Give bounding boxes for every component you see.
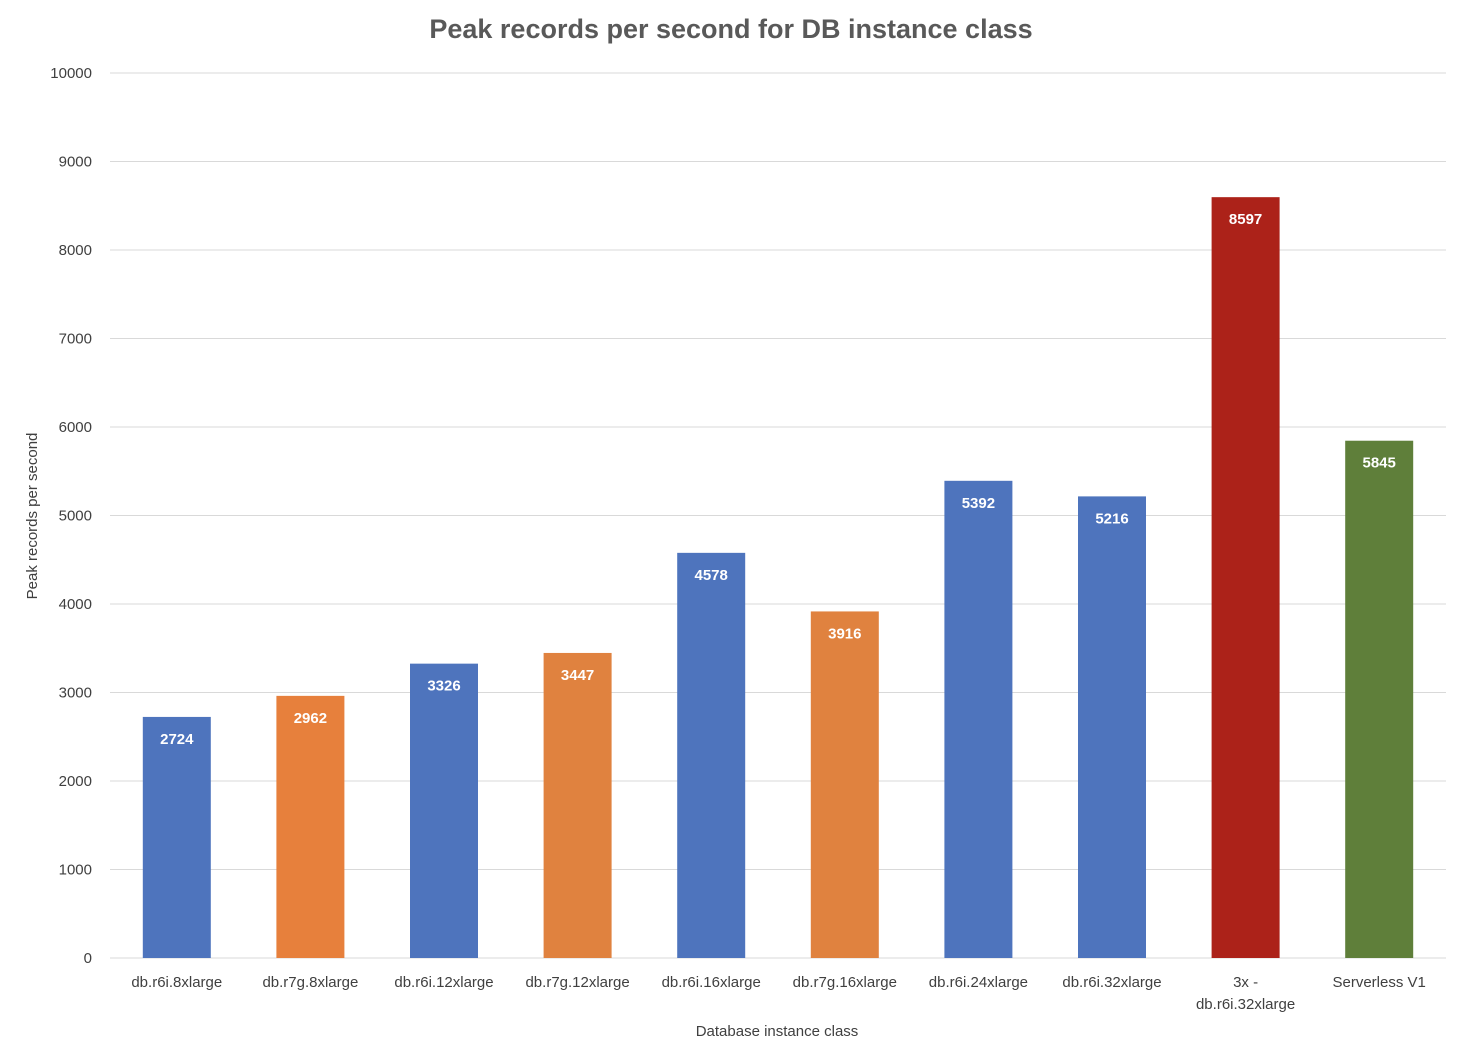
y-tick-label: 3000: [59, 685, 92, 702]
x-tick-label-line: Serverless V1: [1333, 974, 1426, 991]
y-tick-label: 6000: [59, 419, 92, 436]
y-tick-label: 9000: [59, 154, 92, 171]
x-tick-label-line: db.r6i.12xlarge: [394, 974, 493, 991]
bar: [142, 716, 211, 958]
data-label: 5392: [962, 495, 995, 512]
y-tick-label: 10000: [50, 65, 92, 82]
x-tick-label-line: db.r7g.16xlarge: [793, 974, 897, 991]
data-label: 8597: [1229, 211, 1262, 228]
x-tick-label: db.r6i.8xlarge: [131, 974, 222, 991]
data-label: 2962: [294, 710, 327, 727]
y-tick-label: 1000: [59, 862, 92, 879]
data-label: 5845: [1363, 455, 1396, 472]
x-tick-label-line: 3x -: [1233, 974, 1258, 991]
bar: [410, 663, 478, 958]
x-tick-label-line: db.r6i.32xlarge: [1062, 974, 1161, 991]
data-labels: 2724 2962 3326 3447 4578 3916 5392 5216 8597 5845: [160, 211, 1396, 748]
x-axis-title: Database instance class: [696, 1023, 859, 1040]
x-tick-label: db.r7g.12xlarge: [525, 974, 629, 991]
y-tick-label: 2000: [59, 773, 92, 790]
y-axis-title: Peak records per second: [24, 433, 41, 600]
data-label: 3916: [828, 625, 861, 642]
x-tick-label-line: db.r7g.8xlarge: [262, 974, 358, 991]
x-tick-label: db.r7g.16xlarge: [793, 974, 897, 991]
y-axis-ticks: 0 1000 2000 3000 4000 5000 6000 7000 8000 9000 100…: [50, 65, 92, 967]
x-tick-label: db.r6i.12xlarge: [394, 974, 493, 991]
x-tick-label: db.r6i.24xlarge: [929, 974, 1028, 991]
y-tick-label: 5000: [59, 508, 92, 525]
x-tick-label: db.r7g.8xlarge: [262, 974, 358, 991]
bar: [1078, 496, 1146, 958]
x-tick-label-line: db.r6i.16xlarge: [662, 974, 761, 991]
bars: [142, 197, 1414, 958]
bar: [543, 652, 612, 958]
x-tick-label: db.r6i.16xlarge: [662, 974, 761, 991]
bar: [276, 695, 345, 958]
bar: [1211, 197, 1280, 958]
y-tick-label: 8000: [59, 242, 92, 259]
x-tick-label: db.r6i.32xlarge: [1062, 974, 1161, 991]
x-tick-label-line: db.r6i.32xlarge: [1196, 996, 1295, 1013]
x-tick-label: 3x - db.r6i.32xlarge: [1196, 974, 1295, 1013]
chart-title: Peak records per second for DB instance …: [429, 14, 1032, 44]
bar: [677, 552, 746, 958]
x-tick-label: Serverless V1: [1333, 974, 1426, 991]
bar: [810, 611, 879, 958]
y-tick-label: 4000: [59, 596, 92, 613]
data-label: 3326: [427, 678, 460, 695]
data-label: 3447: [561, 667, 594, 684]
data-label: 5216: [1095, 510, 1128, 527]
data-label: 4578: [695, 567, 728, 584]
x-tick-label-line: db.r6i.24xlarge: [929, 974, 1028, 991]
x-axis-ticks: db.r6i.8xlarge db.r7g.8xlarge db.r6i.12xla…: [131, 974, 1426, 1013]
data-label: 2724: [160, 731, 194, 748]
y-tick-label: 7000: [59, 331, 92, 348]
x-tick-label-line: db.r7g.12xlarge: [525, 974, 629, 991]
bar: [944, 480, 1013, 958]
bar: [1345, 440, 1414, 958]
y-tick-label: 0: [84, 950, 92, 967]
x-tick-label-line: db.r6i.8xlarge: [131, 974, 222, 991]
